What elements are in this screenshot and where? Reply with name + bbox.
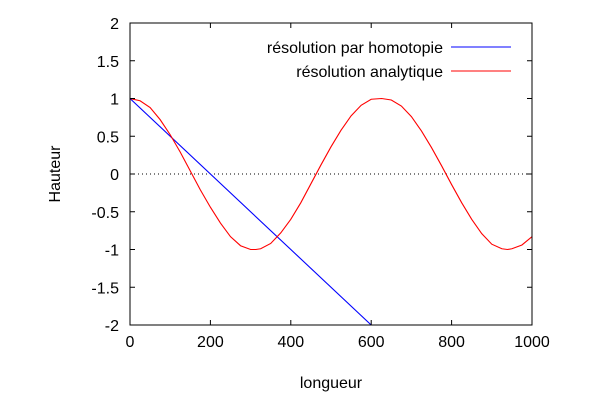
y-axis-label: Hauteur [47, 145, 64, 203]
tick-layer: 0 200 400 600 800 1000 -2 -1.5 -1 -0.5 0 0.5 1 1.5 2 [91, 16, 549, 351]
y-tick-label: -0.5 [91, 205, 119, 222]
x-tick-label: 0 [126, 334, 135, 351]
y-tick-label: -1 [105, 243, 119, 260]
legend-label: résolution par homotopie [267, 40, 443, 57]
x-tick-label: 800 [438, 334, 465, 351]
y-tick-label: 1.5 [97, 54, 119, 71]
y-tick-label: 0 [110, 167, 119, 184]
x-axis-label: longueur [300, 375, 363, 392]
series-line-1 [130, 98, 372, 325]
y-tick-label: -1.5 [91, 280, 119, 297]
series-layer [130, 97, 532, 325]
y-tick-label: -2 [105, 318, 119, 335]
x-tick-label: 1000 [514, 334, 550, 351]
x-tick-label: 400 [277, 334, 304, 351]
legend: résolution par homotopie résolution analy… [267, 40, 511, 81]
y-tick-label: 1 [110, 92, 119, 109]
y-tick-label: 2 [110, 16, 119, 33]
series-line-2 [130, 97, 532, 251]
legend-label: résolution analytique [296, 64, 443, 81]
y-tick-label: 0.5 [97, 129, 119, 146]
x-tick-label: 600 [358, 334, 385, 351]
x-tick-label: 200 [197, 334, 224, 351]
